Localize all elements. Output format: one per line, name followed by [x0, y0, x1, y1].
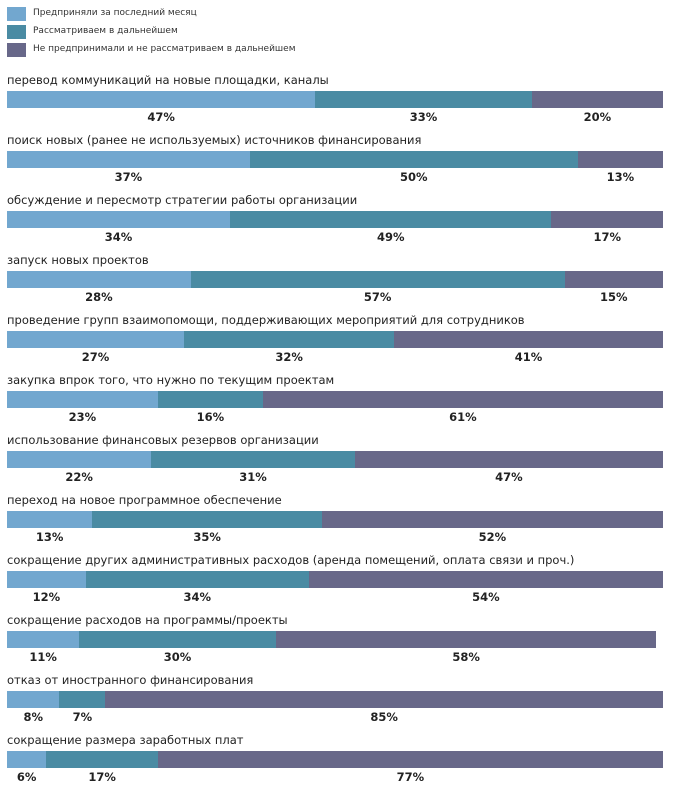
bar-segment	[7, 391, 158, 408]
bar-segment	[7, 691, 60, 708]
category-label: сокращение расходов на программы/проекты	[7, 613, 288, 627]
bar-segment	[262, 391, 663, 408]
bar-segment	[7, 631, 80, 648]
value-label: 17%	[593, 230, 621, 244]
bar-segment	[7, 271, 191, 288]
category-label: закупка впрок того, что нужно по текущим…	[7, 373, 335, 387]
bar-segment	[249, 151, 578, 168]
value-label: 23%	[68, 410, 97, 424]
category-label: сокращение других административных расхо…	[7, 553, 575, 567]
value-label: 41%	[514, 350, 543, 364]
value-label: 54%	[472, 590, 500, 604]
category-label: переход на новое программное обеспечение	[7, 493, 282, 507]
bar-segment	[79, 631, 276, 648]
bar-segment	[46, 751, 158, 768]
bar-segment	[564, 271, 663, 288]
bar-segment	[7, 331, 185, 348]
value-label: 13%	[35, 530, 64, 544]
value-label: 17%	[88, 770, 116, 784]
bar-segment	[105, 691, 663, 708]
value-label: 50%	[399, 170, 428, 184]
value-label: 61%	[449, 410, 477, 424]
value-label: 15%	[600, 290, 628, 304]
bar-segment	[315, 91, 532, 108]
value-label: 49%	[376, 230, 405, 244]
bar-segment	[7, 211, 231, 228]
bar-segment	[230, 211, 552, 228]
value-label: 28%	[85, 290, 113, 304]
value-label: 31%	[239, 470, 267, 484]
value-label: 77%	[396, 770, 425, 784]
value-label: 52%	[478, 530, 507, 544]
value-label: 37%	[114, 170, 143, 184]
bar-segment	[7, 511, 93, 528]
category-label: проведение групп взаимопомощи, поддержив…	[7, 313, 525, 327]
bar-segment	[308, 571, 663, 588]
bar-segment	[190, 271, 565, 288]
bar-segment	[7, 151, 250, 168]
bar-segment	[531, 91, 663, 108]
value-label: 47%	[147, 110, 175, 124]
value-label: 34%	[183, 590, 211, 604]
value-label: 47%	[495, 470, 523, 484]
value-label: 12%	[32, 590, 61, 604]
bar-segment	[7, 91, 316, 108]
category-label: перевод коммуникаций на новые площадки, …	[7, 73, 329, 87]
category-label: запуск новых проектов	[7, 253, 149, 267]
category-label: сокращение размера заработных плат	[7, 733, 244, 747]
bar-segment	[184, 331, 395, 348]
category-label: отказ от иностранного финансирования	[7, 673, 254, 687]
category-label: обсуждение и пересмотр стратегии работы …	[7, 193, 358, 207]
bar-segment	[7, 571, 86, 588]
value-label: 8%	[23, 710, 43, 724]
legend-swatch	[7, 7, 26, 21]
bar-segment	[151, 451, 355, 468]
value-label: 13%	[606, 170, 635, 184]
legend-label: Рассматриваем в дальнейшем	[33, 26, 178, 36]
bar-segment	[59, 691, 106, 708]
value-label: 30%	[163, 650, 192, 664]
bar-segment	[7, 451, 152, 468]
value-label: 20%	[583, 110, 612, 124]
value-label: 27%	[81, 350, 110, 364]
category-label: использование финансовых резервов органи…	[7, 433, 319, 447]
bar-segment	[85, 571, 309, 588]
value-label: 6%	[16, 770, 37, 784]
value-label: 57%	[363, 290, 392, 304]
bar-segment	[92, 511, 322, 528]
value-label: 85%	[370, 710, 398, 724]
value-label: 32%	[275, 350, 303, 364]
value-label: 11%	[29, 650, 57, 664]
legend-swatch	[7, 25, 26, 39]
value-label: 34%	[104, 230, 133, 244]
bar-segment	[275, 631, 657, 648]
value-label: 22%	[65, 470, 93, 484]
legend-label: Не предпринимали и не рассматриваем в да…	[33, 44, 296, 54]
bar-segment	[394, 331, 663, 348]
bar-segment	[354, 451, 663, 468]
value-label: 35%	[193, 530, 221, 544]
value-label: 58%	[452, 650, 480, 664]
bar-segment	[7, 751, 47, 768]
legend-swatch	[7, 43, 26, 57]
bar-segment	[321, 511, 663, 528]
bar-segment	[157, 391, 263, 408]
bar-segment	[157, 751, 663, 768]
value-label: 16%	[196, 410, 225, 424]
value-label: 7%	[72, 710, 93, 724]
value-label: 33%	[409, 110, 438, 124]
bar-segment	[551, 211, 663, 228]
category-label: поиск новых (ранее не используемых) исто…	[7, 133, 422, 147]
bar-segment	[577, 151, 663, 168]
legend-label: Предприняли за последний месяц	[33, 8, 197, 18]
